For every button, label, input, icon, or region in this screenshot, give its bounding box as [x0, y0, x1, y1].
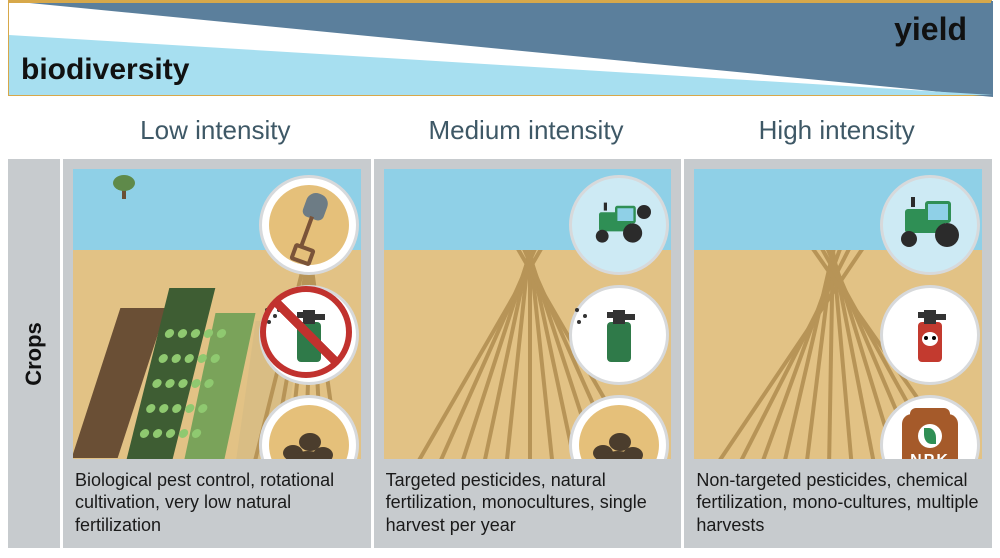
heading-high: High intensity	[681, 115, 992, 155]
panel-medium-intensity: Targeted pesticides, natural fertilizati…	[374, 159, 685, 548]
column-headings: Low intensity Medium intensity High inte…	[60, 115, 992, 155]
shovel-icon	[259, 175, 359, 275]
panel-high-intensity: NPK Non-targeted pesticides, chemical fe…	[684, 159, 992, 548]
caption-low: Biological pest control, rotational cult…	[63, 461, 371, 549]
caption-medium: Targeted pesticides, natural fertilizati…	[374, 461, 682, 549]
no-pesticide-icon	[259, 285, 359, 385]
panel-low-intensity: Biological pest control, rotational cult…	[63, 159, 374, 548]
caption-high: Non-targeted pesticides, chemical fertil…	[684, 461, 992, 549]
infographic: biodiversity yield Low intensity Medium …	[0, 0, 1000, 558]
tradeoff-banner: biodiversity yield	[8, 0, 992, 96]
field-illustration-high: NPK	[694, 169, 982, 459]
row-label-cell: Crops	[8, 159, 63, 548]
tractor-icon	[569, 175, 669, 275]
sack-label: NPK	[902, 452, 958, 459]
heading-medium: Medium intensity	[371, 115, 682, 155]
row-label: Crops	[21, 322, 47, 386]
biodiversity-label: biodiversity	[21, 53, 189, 87]
npk-sack-icon: NPK	[880, 395, 980, 459]
many-bugs-icon	[981, 292, 982, 362]
pesticide-nontargeted-icon	[880, 285, 980, 385]
heading-low: Low intensity	[60, 115, 371, 155]
pesticide-targeted-icon	[569, 285, 669, 385]
crops-row: Low intensity Medium intensity High inte…	[8, 115, 992, 548]
manure-icon	[569, 395, 669, 459]
field-illustration-low	[73, 169, 361, 459]
tree-icon	[111, 175, 137, 201]
field-illustration-medium	[384, 169, 672, 459]
tractor-large-icon	[880, 175, 980, 275]
yield-label: yield	[894, 11, 967, 48]
manure-icon	[259, 395, 359, 459]
